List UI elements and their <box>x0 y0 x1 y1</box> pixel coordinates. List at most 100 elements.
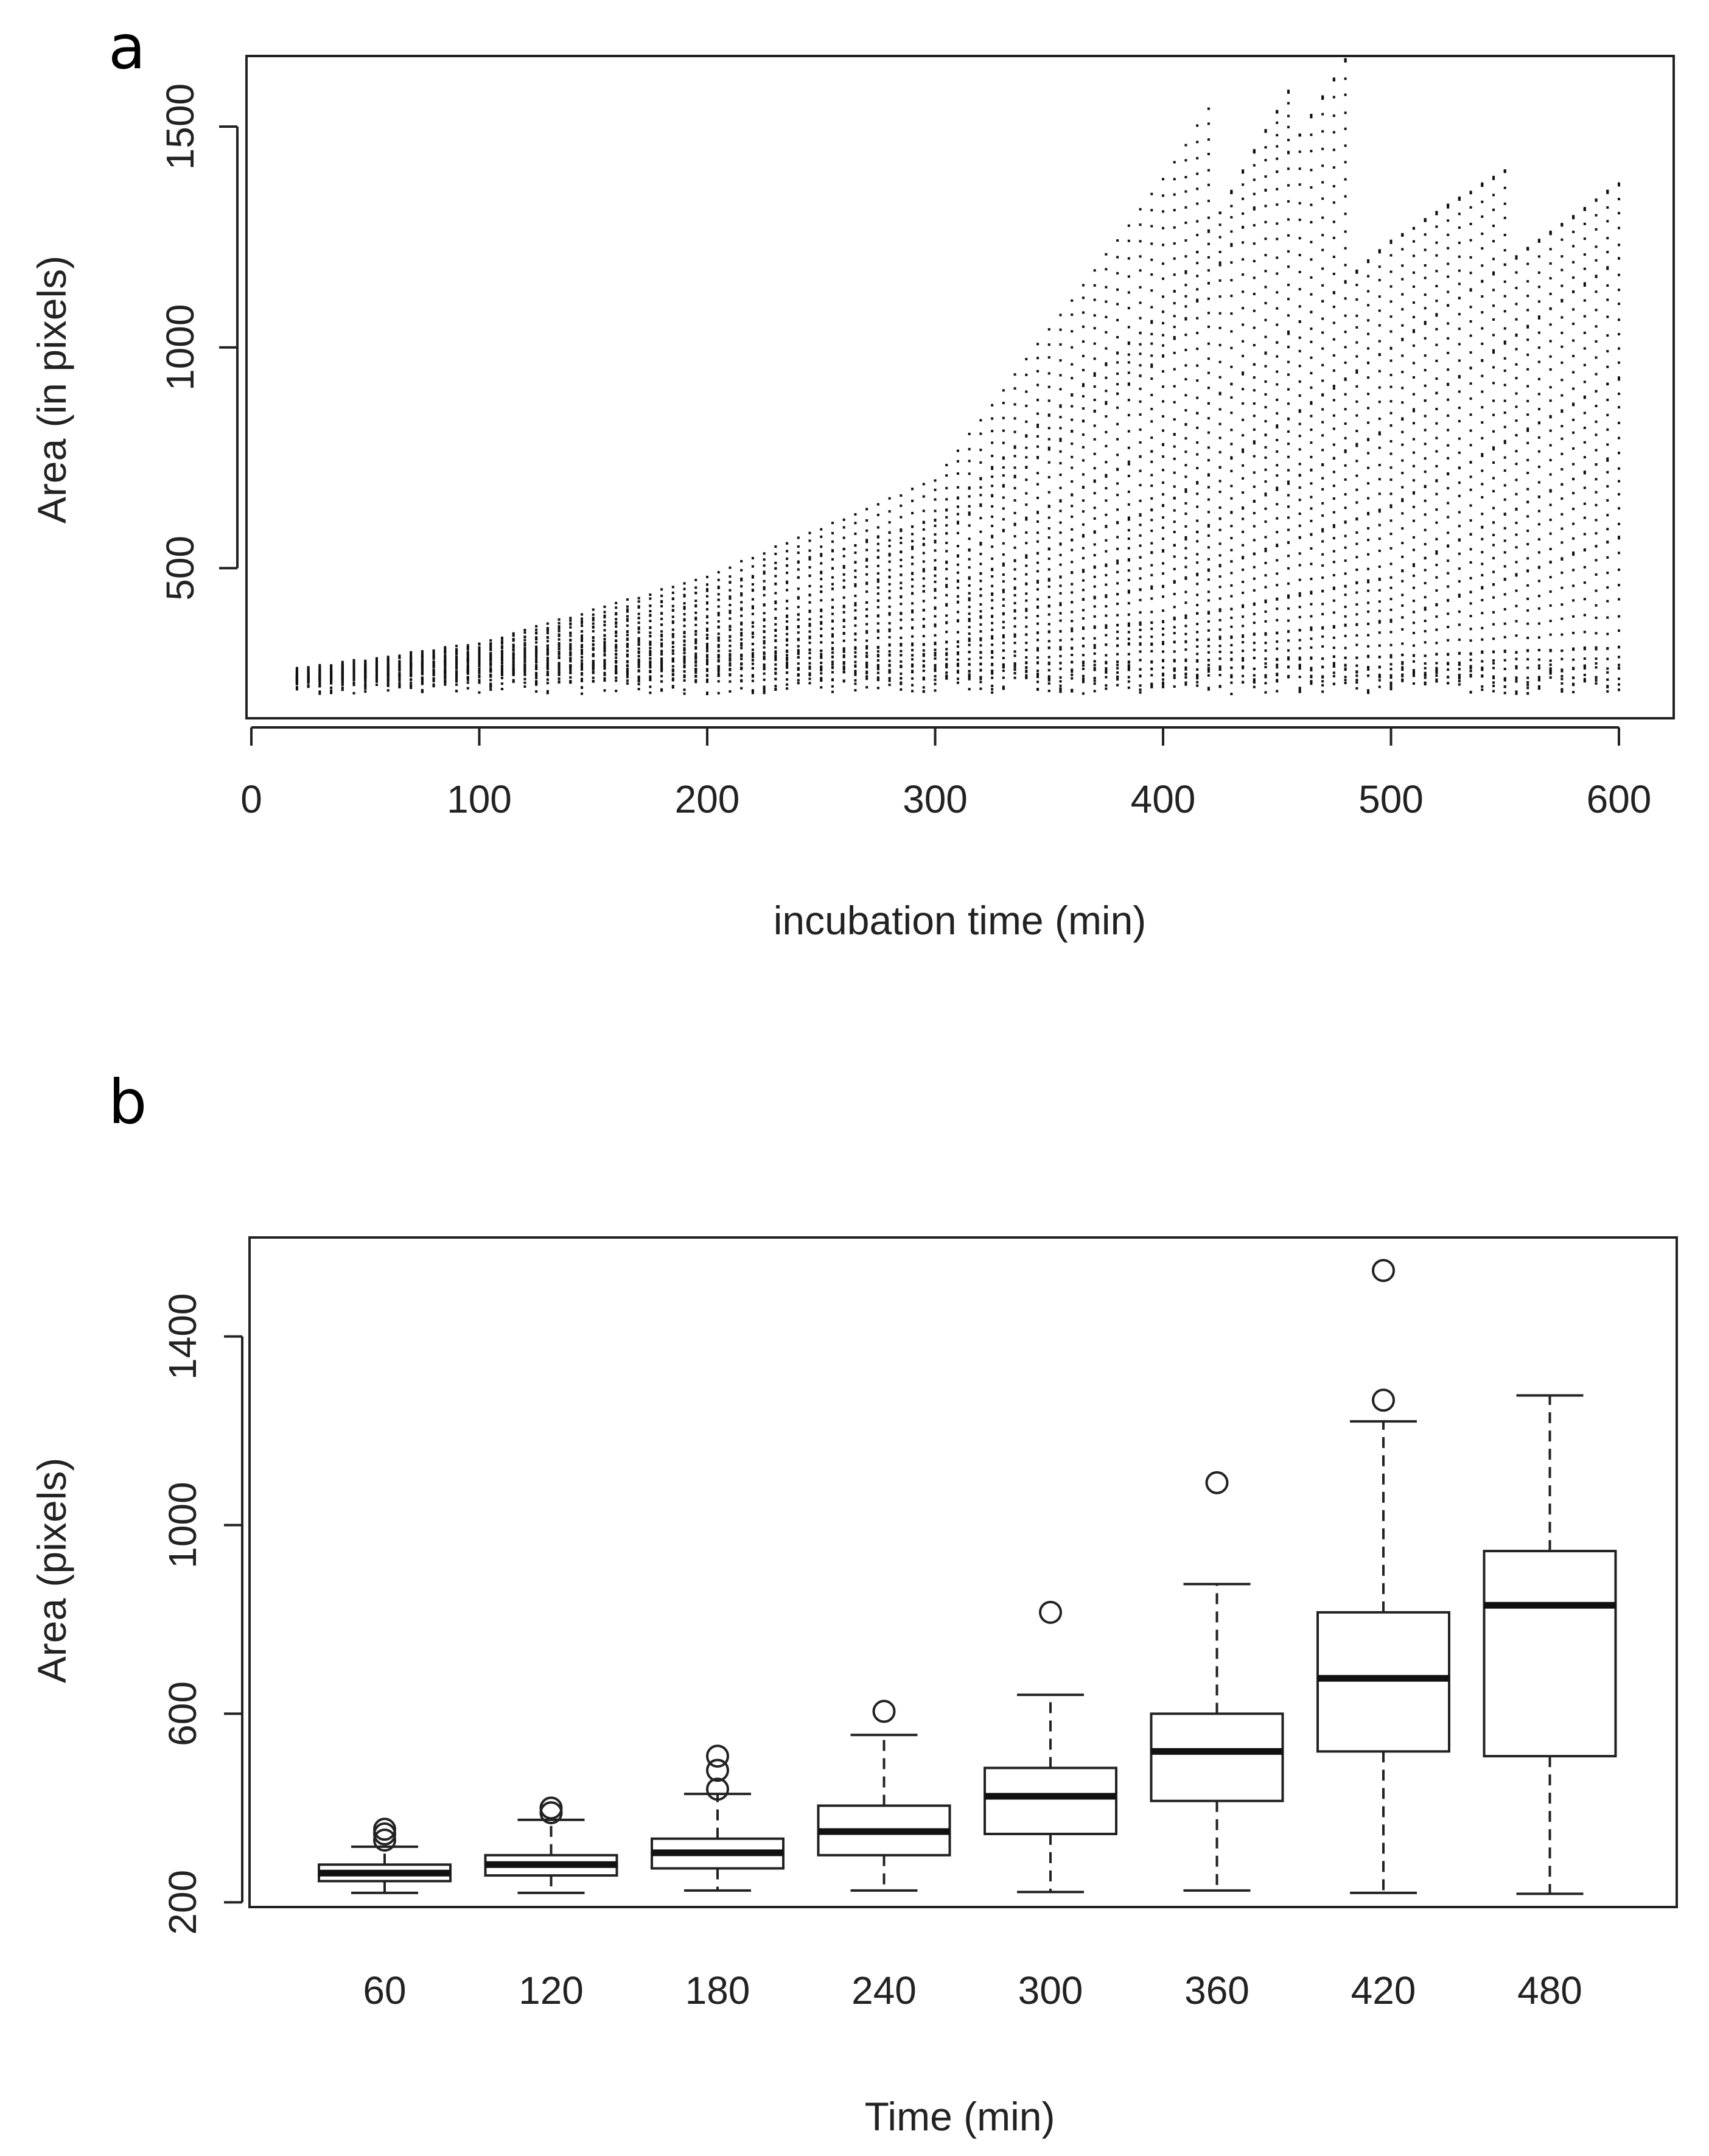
panel-a-data-point <box>637 658 640 661</box>
panel-a-data-point <box>979 530 982 533</box>
panel-a-data-point <box>934 665 937 668</box>
panel-a-data-point <box>1218 466 1221 469</box>
panel-a-data-point <box>1572 478 1575 481</box>
panel-a-data-point <box>1059 439 1062 443</box>
panel-a-data-point <box>740 667 743 670</box>
panel-a-data-point <box>1458 296 1461 299</box>
panel-a-data-point <box>1572 667 1575 670</box>
panel-a-data-point <box>1116 494 1119 497</box>
panel-a-data-point <box>706 656 708 659</box>
panel-a-data-point <box>956 520 959 523</box>
panel-a-data-point <box>1503 327 1506 330</box>
panel-a-data-point <box>1116 372 1119 375</box>
panel-a-data-point <box>1276 663 1279 667</box>
panel-a-data-point <box>1173 616 1176 619</box>
panel-a-data-point <box>626 669 629 672</box>
panel-a-data-point <box>797 674 800 677</box>
panel-a-data-point <box>1218 211 1221 214</box>
panel-a-data-point <box>421 690 424 693</box>
panel-a-data-point <box>1276 341 1279 344</box>
panel-a-data-point <box>706 637 708 640</box>
panel-a-data-point <box>1173 401 1176 404</box>
panel-a-data-point <box>1435 212 1438 215</box>
panel-a-data-point <box>615 625 618 628</box>
panel-a-data-point <box>1298 237 1301 240</box>
panel-a-data-point <box>1389 562 1393 565</box>
panel-a-data-point <box>375 680 378 683</box>
panel-a-data-point <box>466 670 469 673</box>
panel-a-data-point <box>1253 208 1256 211</box>
panel-a-data-point <box>1276 544 1279 547</box>
panel-a-data-point <box>1184 348 1187 351</box>
panel-a-data-point <box>1287 630 1290 633</box>
panel-a-data-point <box>626 653 629 656</box>
panel-a-data-point <box>523 648 526 651</box>
panel-a-data-point <box>1036 631 1040 634</box>
panel-a-data-point <box>1116 438 1119 441</box>
panel-a-data-point <box>1218 609 1221 612</box>
panel-a-data-point <box>1458 511 1461 514</box>
panel-a-data-point <box>569 654 572 657</box>
panel-a-data-point <box>831 633 834 636</box>
panel-a-data-point <box>694 611 697 614</box>
panel-a-data-point <box>615 679 618 682</box>
panel-a-data-point <box>1447 662 1450 665</box>
panel-a-data-point <box>626 618 629 621</box>
panel-a-data-point <box>1355 674 1358 677</box>
panel-a-data-point <box>1287 639 1290 642</box>
panel-a-data-point <box>1127 622 1130 625</box>
panel-a-data-point <box>934 625 937 628</box>
panel-a-data-point <box>1560 299 1564 303</box>
panel-a-data-point <box>421 667 424 670</box>
panel-a-data-point <box>671 652 674 655</box>
panel-a-data-point <box>478 646 481 649</box>
panel-a-data-point <box>1344 593 1347 597</box>
panel-a-data-point <box>934 648 937 651</box>
panel-a-data-point <box>466 648 469 651</box>
panel-a-data-point <box>1515 604 1518 607</box>
panel-a-data-point <box>295 667 298 670</box>
panel-a-data-point <box>523 646 526 649</box>
panel-a-data-point <box>1389 683 1393 686</box>
panel-a-data-point <box>386 659 390 662</box>
panel-a-data-point <box>1298 133 1301 136</box>
panel-a-data-point <box>1549 633 1552 636</box>
panel-a-data-point <box>1047 656 1050 659</box>
panel-a-data-point <box>1344 247 1347 250</box>
panel-a-data-point <box>1071 346 1074 349</box>
panel-a-data-point <box>455 659 458 662</box>
panel-a-data-point <box>1355 671 1358 674</box>
panel-a-data-point <box>1047 579 1050 582</box>
panel-a-data-point <box>1503 677 1506 681</box>
panel-a-data-point <box>751 691 754 695</box>
panel-a-data-point <box>1389 385 1393 388</box>
panel-a-data-point <box>1207 612 1210 615</box>
panel-a-data-point <box>546 640 549 643</box>
panel-a-data-point <box>1253 164 1256 167</box>
panel-a-data-point <box>1230 548 1233 551</box>
panel-a-data-point <box>1378 675 1381 678</box>
panel-a-data-point <box>1389 505 1393 508</box>
panel-a-data-point <box>557 625 561 628</box>
panel-a-data-point <box>1560 527 1564 530</box>
panel-a-data-point <box>1127 660 1130 663</box>
panel-a-data-point <box>1469 561 1472 564</box>
panel-a-data-point <box>842 518 845 521</box>
panel-a-data-point <box>1515 677 1518 681</box>
panel-a-data-point <box>1537 538 1540 541</box>
panel-a-data-point <box>637 665 640 668</box>
panel-a-data-point <box>900 677 903 680</box>
panel-a-data-point <box>1332 511 1335 514</box>
panel-a-data-point <box>1298 658 1301 661</box>
panel-a-data-point <box>751 674 754 677</box>
panel-a-data-point <box>1116 271 1119 275</box>
panel-a-data-point <box>1492 662 1495 665</box>
panel-a-data-point <box>1549 604 1552 607</box>
panel-a-data-point <box>535 676 538 679</box>
panel-a-data-point <box>1389 359 1393 362</box>
panel-a-data-point <box>581 620 584 623</box>
panel-a-data-point <box>1378 431 1381 434</box>
panel-a-data-point <box>763 558 766 561</box>
panel-a-data-point <box>1412 548 1415 551</box>
panel-a-data-point <box>717 598 720 601</box>
